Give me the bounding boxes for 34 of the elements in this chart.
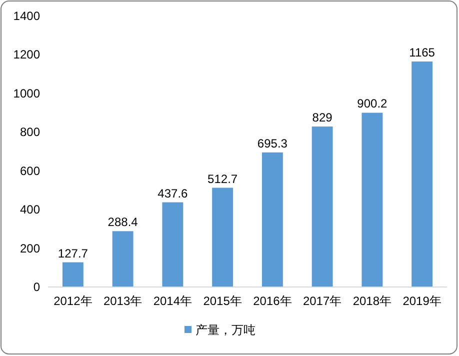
y-tick-label: 600 [20,164,40,178]
y-tick-label: 400 [20,202,40,217]
data-label: 288.4 [108,215,138,230]
x-tick-label: 2017年 [302,294,342,308]
y-tick-label: 200 [20,241,40,256]
y-tick-label: 1400 [13,9,40,23]
data-label: 900.2 [357,96,388,111]
x-tick-label: 2016年 [253,294,292,308]
bar [412,61,433,287]
bar [262,152,283,287]
bar [62,262,84,287]
data-label: 829 [312,110,333,125]
bar [162,202,184,287]
x-tick-label: 2013年 [103,294,142,308]
y-tick-label: 800 [20,125,40,140]
data-label: 437.6 [158,186,188,200]
bar [312,126,333,287]
data-label: 695.3 [257,136,288,150]
data-label: 512.7 [208,172,238,186]
data-label: 1165 [409,45,436,60]
x-tick-label: 2018年 [352,294,392,308]
y-tick-label: 1000 [13,86,40,100]
x-tick-label: 2014年 [153,294,192,308]
bar [362,112,383,287]
x-tick-label: 2015年 [203,294,242,308]
data-label: 127.7 [58,246,88,260]
bar [212,188,234,287]
legend: 产量，万吨 [184,323,256,337]
x-tick-label: 2019年 [402,294,442,308]
legend-label: 产量，万吨 [196,323,256,337]
y-tick-label: 0 [33,280,40,294]
y-tick-label: 1200 [13,48,40,62]
x-tick-label: 2012年 [54,294,92,308]
bar [112,231,134,287]
